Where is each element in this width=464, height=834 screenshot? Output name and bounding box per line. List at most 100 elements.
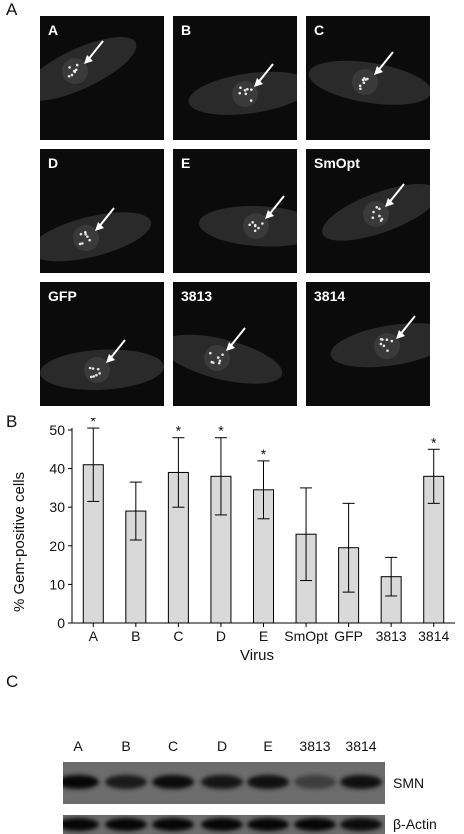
significance-asterisk: * (261, 446, 267, 462)
gem-dot (70, 73, 74, 77)
gem-dot (88, 366, 92, 370)
micrograph-label: E (181, 155, 191, 171)
nucleus (73, 225, 99, 251)
gem-dot (209, 351, 212, 355)
y-tick-label: 40 (49, 461, 65, 477)
gem-dot (372, 210, 375, 214)
micrograph-label: B (181, 22, 192, 38)
gem-dot (81, 242, 84, 245)
y-tick-label: 10 (49, 576, 65, 592)
y-tick-label: 20 (49, 538, 65, 554)
arrow-icon (228, 327, 246, 349)
arrowhead-icon (396, 330, 405, 339)
significance-asterisk: * (176, 423, 182, 439)
arrowhead-icon (106, 354, 115, 363)
micrograph-label: SmOpt (314, 155, 360, 171)
gem-dot (91, 367, 95, 370)
gem-dot (217, 361, 221, 365)
gem-dot (218, 359, 222, 363)
cell-image (40, 37, 137, 101)
micrograph-tile: 3813 (173, 282, 297, 406)
gem-dot (243, 88, 247, 92)
gem-dot (249, 99, 253, 102)
gem-dot (89, 375, 93, 379)
x-tick-label: B (131, 628, 140, 644)
y-tick-label: 50 (49, 422, 65, 438)
micrograph-label: 3813 (181, 288, 213, 304)
gem-dot (379, 337, 383, 341)
gem-dot (379, 342, 383, 346)
blot-band (201, 775, 243, 789)
y-axis-label: % Gem-positive cells (11, 472, 28, 612)
gem-dot (246, 87, 249, 91)
significance-asterisk: * (431, 434, 437, 450)
gem-dot (239, 86, 242, 90)
micrograph-tile: C (306, 16, 430, 140)
significance-asterisk: * (218, 423, 224, 439)
gem-dot (67, 75, 71, 78)
gem-positive-bar-chart: % Gem-positive cells Virus 0 10 20 30 40 50 A *… (11, 418, 455, 664)
cell-image (308, 51, 430, 105)
micrograph-label: D (48, 155, 59, 171)
x-tick-label: D (216, 628, 226, 644)
x-axis-label: Virus (240, 647, 274, 664)
blot-band (105, 818, 147, 831)
cell-image (173, 327, 283, 384)
gem-dot (251, 221, 254, 224)
blot-band (63, 818, 99, 831)
arrow-icon (108, 339, 126, 361)
gem-dot (88, 238, 91, 242)
cell-image (322, 183, 430, 241)
micrograph-tile: GFP (40, 282, 164, 406)
cell-image (199, 195, 297, 247)
gem-dot (380, 217, 384, 221)
gem-dot (257, 226, 260, 230)
nucleus (374, 333, 400, 359)
gem-dot (250, 88, 253, 91)
cell-image (40, 207, 152, 262)
smn-blot-strip (63, 762, 385, 804)
blot-lane-label: 3814 (345, 738, 377, 754)
blot-lane-label: D (216, 738, 228, 754)
gem-dot (92, 375, 96, 378)
gem-dot (364, 78, 367, 81)
gem-dot (359, 87, 362, 91)
blot-lane-label: E (263, 738, 273, 754)
gem-dot (261, 222, 264, 225)
gem-dot (378, 214, 381, 218)
arrowhead-icon (84, 55, 93, 64)
micrograph-tile: D (40, 149, 164, 273)
x-tick-label: C (173, 628, 183, 644)
gem-dot (254, 223, 257, 227)
arrow-icon (97, 207, 115, 229)
blot-band (105, 775, 147, 789)
blot-band (152, 775, 194, 789)
gem-dot (382, 344, 386, 348)
gem-dot (390, 339, 394, 343)
gem-dot (253, 229, 257, 233)
smn-blot-label: SMN (393, 775, 425, 791)
nucleus (352, 69, 378, 95)
gem-dot (98, 372, 101, 375)
micrograph-tile: A (40, 16, 164, 140)
y-tick-label: 0 (57, 615, 65, 631)
blot-band (201, 818, 243, 831)
gem-dot (386, 349, 389, 352)
micrograph-tile: SmOpt (306, 149, 430, 273)
micrograph-label: GFP (48, 288, 77, 304)
gem-dot (68, 66, 71, 69)
blot-band (340, 775, 382, 789)
x-tick-label: A (89, 628, 99, 644)
gem-dot (79, 232, 83, 236)
x-tick-label: E (259, 628, 268, 644)
y-tick-label: 30 (49, 499, 65, 515)
gem-dot (95, 373, 98, 377)
blot-band (247, 775, 289, 789)
arrowhead-icon (265, 210, 274, 219)
x-tick-label: SmOpt (284, 628, 328, 644)
gem-dot (375, 206, 379, 209)
micrograph-label: A (48, 22, 59, 38)
blot-lane-label: B (121, 738, 131, 754)
gem-dot (378, 207, 381, 211)
gem-dot (74, 68, 78, 72)
